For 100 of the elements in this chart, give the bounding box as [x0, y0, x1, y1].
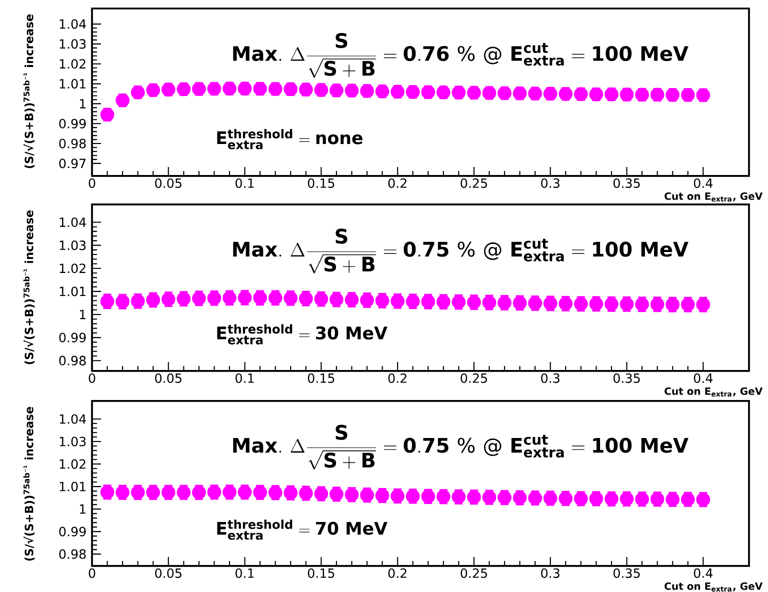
point: [680, 88, 695, 102]
x-tick-label: 0.2: [388, 178, 406, 188]
x-tick-label: 0.2: [388, 373, 406, 383]
y-axis-title: (S/√(S+B))$^{75ab⁻¹}$ increase: [23, 210, 35, 364]
point: [406, 85, 420, 99]
point: [696, 88, 710, 102]
point: [176, 82, 191, 96]
point: [436, 85, 450, 100]
point: [268, 486, 282, 500]
point: [253, 485, 268, 500]
point: [253, 290, 268, 305]
x-tick-label: 0.15: [308, 373, 334, 383]
y-axis-title: (S/√(S+B))$^{75ab⁻¹}$ increase: [23, 406, 35, 561]
y-tick-label: 1.02: [60, 264, 86, 274]
y-tick-label: 0.97: [59, 158, 86, 168]
x-axis-title: Cut on E$_{extra}$, GeV: [664, 387, 763, 397]
point: [512, 86, 527, 100]
point: [161, 485, 176, 500]
point: [528, 86, 542, 100]
point: [543, 296, 558, 310]
annotation: $\mathbf{Max.}\ \Delta\frac{\mathbf{S}}{\sqrt{\mathbf{S+B}}} = \mathbf{0.75\ \%\ @\ E^{cut}_{extra} = 100\ MeV}$: [233, 228, 688, 274]
point: [284, 82, 298, 96]
point: [666, 492, 680, 506]
point: [314, 292, 328, 306]
x-tick-label: 0.3: [541, 373, 560, 383]
point: [375, 488, 390, 502]
y-tick-label: 1.04: [60, 217, 86, 228]
point: [298, 82, 313, 96]
point: [406, 294, 420, 308]
point: [650, 297, 664, 312]
point: [130, 294, 145, 308]
y-tick-label: 1: [80, 99, 86, 108]
point: [543, 491, 558, 506]
y-tick-label: 0.99: [59, 526, 86, 536]
point: [406, 489, 420, 504]
point: [558, 87, 573, 101]
point: [284, 291, 298, 306]
annotation: $\mathbf{Max.}\ \Delta\frac{\mathbf{S}}{\sqrt{\mathbf{S+B}}} = \mathbf{0.76\ \%\ @\ E^{cut}_{extra} = 100\ MeV}$: [233, 32, 688, 78]
point: [375, 294, 390, 308]
point: [146, 485, 160, 500]
x-tick-label: 0.35: [614, 373, 640, 383]
x-tick-label: 0.2: [388, 568, 406, 578]
point: [146, 83, 160, 98]
point: [314, 83, 328, 97]
x-tick-label: 0.4: [694, 568, 713, 578]
x-tick-label: 0.35: [614, 568, 640, 578]
point: [268, 82, 282, 96]
point: [650, 88, 664, 102]
point: [574, 296, 588, 311]
x-axis-title: Cut on E$_{extra}$, GeV: [664, 582, 763, 592]
point: [452, 490, 466, 504]
y-tick-label: 1.04: [60, 414, 86, 424]
x-tick-label: 0.4: [694, 373, 713, 383]
y-tick-label: 1.04: [60, 19, 86, 29]
y-tick-label: 0.98: [59, 356, 86, 366]
point: [146, 293, 160, 307]
point: [558, 296, 573, 311]
x-tick-label: 0.1: [236, 373, 254, 383]
point: [666, 298, 680, 312]
point: [375, 84, 390, 98]
point: [528, 491, 542, 505]
annotation: $\mathbf{E^{threshold}_{extra} = 30\ MeV}$: [217, 324, 388, 344]
y-tick-label: 1.01: [60, 78, 86, 89]
point: [528, 296, 542, 310]
x-tick-label: 0.4: [694, 178, 713, 188]
point: [574, 87, 588, 102]
point: [390, 84, 405, 99]
point: [161, 82, 176, 96]
y-tick-label: 1.02: [60, 59, 86, 69]
y-axis-title: (S/√(S+B))$^{75ab⁻¹}$ increase: [23, 14, 35, 168]
point: [161, 292, 176, 306]
point: [284, 486, 298, 500]
point: [452, 86, 466, 100]
point: [650, 492, 664, 506]
point: [390, 489, 405, 503]
point: [666, 88, 680, 102]
x-tick-label: 0: [88, 373, 96, 383]
y-tick-label: 0.99: [59, 118, 86, 128]
point: [574, 492, 588, 506]
point: [421, 489, 436, 504]
point: [696, 492, 710, 507]
x-tick-label: 0.3: [541, 178, 560, 188]
x-tick-label: 0.3: [541, 568, 560, 578]
y-tick-label: 0.99: [59, 332, 86, 342]
point: [176, 292, 191, 306]
y-tick-label: 1.03: [60, 436, 86, 446]
x-tick-label: 0.25: [460, 178, 487, 188]
point: [421, 294, 436, 309]
point: [298, 292, 313, 306]
point: [696, 298, 710, 312]
x-tick-label: 0.25: [460, 568, 487, 578]
y-tick-label: 1.03: [60, 39, 86, 49]
point: [421, 85, 436, 100]
x-tick-label: 0.1: [236, 178, 254, 188]
x-tick-label: 0: [88, 178, 96, 188]
point: [314, 486, 328, 501]
point: [452, 295, 466, 309]
y-tick-label: 1: [80, 310, 86, 320]
point: [130, 485, 145, 500]
y-tick-label: 1: [80, 504, 86, 514]
